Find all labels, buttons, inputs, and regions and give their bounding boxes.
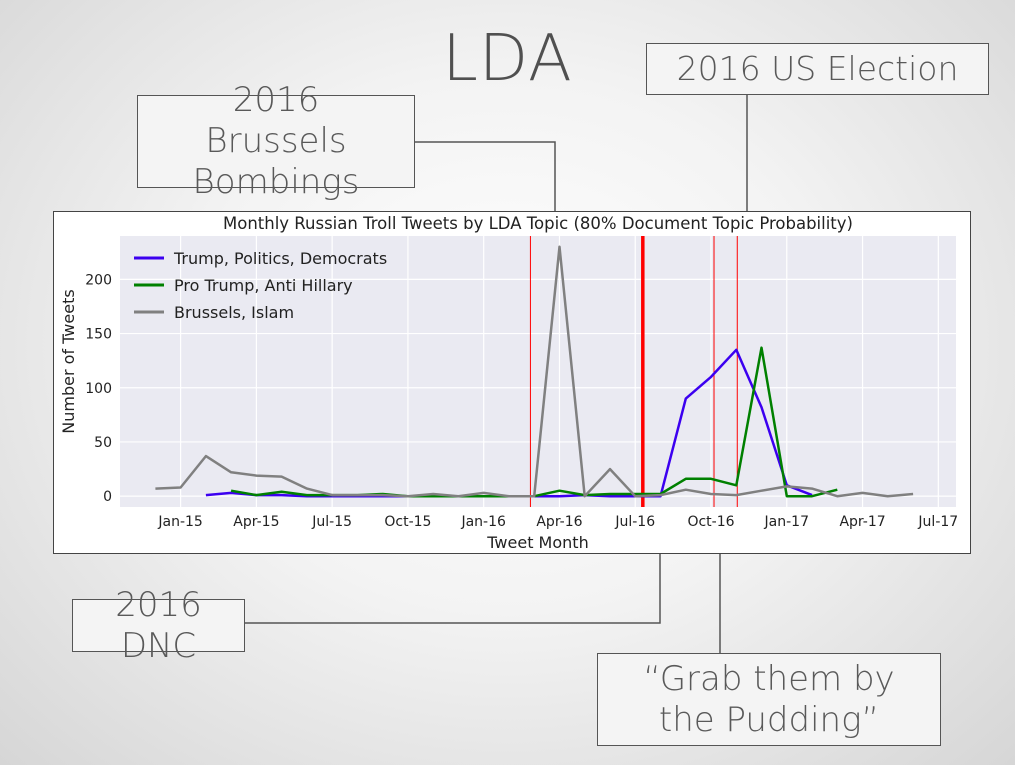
chart-title: Monthly Russian Troll Tweets by LDA Topi… xyxy=(223,214,853,233)
legend-label: Pro Trump, Anti Hillary xyxy=(174,276,353,295)
x-tick-label: Jul-16 xyxy=(614,514,655,530)
x-tick-label: Jan-16 xyxy=(460,514,506,530)
x-tick-label: Jul-15 xyxy=(311,514,352,530)
x-tick-label: Apr-17 xyxy=(839,514,885,530)
callout-dnc: 2016 DNC xyxy=(72,585,245,666)
x-tick-label: Oct-15 xyxy=(384,514,431,530)
y-tick-label: 0 xyxy=(103,489,112,505)
x-tick-label: Jan-17 xyxy=(764,514,809,530)
x-axis-label: Tweet Month xyxy=(486,533,588,552)
callout-grab-text: “Grab them by the Pudding” xyxy=(643,658,895,740)
callout-dnc-text: 2016 DNC xyxy=(115,584,202,666)
x-tick-label: Apr-15 xyxy=(233,514,279,530)
callout-grab: “Grab them by the Pudding” xyxy=(597,653,941,746)
legend-label: Brussels, Islam xyxy=(174,303,294,322)
chart-panel: 0 50 100 150 200 Jan-15 Apr-15 Jul-15 Oct-15 Jan-… xyxy=(53,211,971,554)
callout-brussels: 2016 Brussels Bombings xyxy=(137,80,415,202)
y-tick-label: 150 xyxy=(85,327,112,343)
callout-election: 2016 US Election xyxy=(646,43,989,95)
y-axis-label: Number of Tweets xyxy=(59,289,78,433)
legend-label: Trump, Politics, Democrats xyxy=(173,249,387,268)
line-chart: 0 50 100 150 200 Jan-15 Apr-15 Jul-15 Oct-15 Jan-… xyxy=(59,214,958,552)
callout-brussels-text: 2016 Brussels Bombings xyxy=(192,80,360,202)
callout-election-text: 2016 US Election xyxy=(676,49,959,89)
series-line xyxy=(155,245,914,498)
y-tick-label: 200 xyxy=(85,272,112,288)
slide-title: LDA xyxy=(442,22,573,96)
x-tick-label: Oct-16 xyxy=(687,514,734,530)
x-tick-label: Jul-17 xyxy=(917,514,958,530)
x-tick-label: Jan-15 xyxy=(157,514,202,530)
y-tick-label: 50 xyxy=(94,435,112,451)
y-tick-label: 100 xyxy=(85,381,112,397)
x-tick-label: Apr-16 xyxy=(536,514,582,530)
